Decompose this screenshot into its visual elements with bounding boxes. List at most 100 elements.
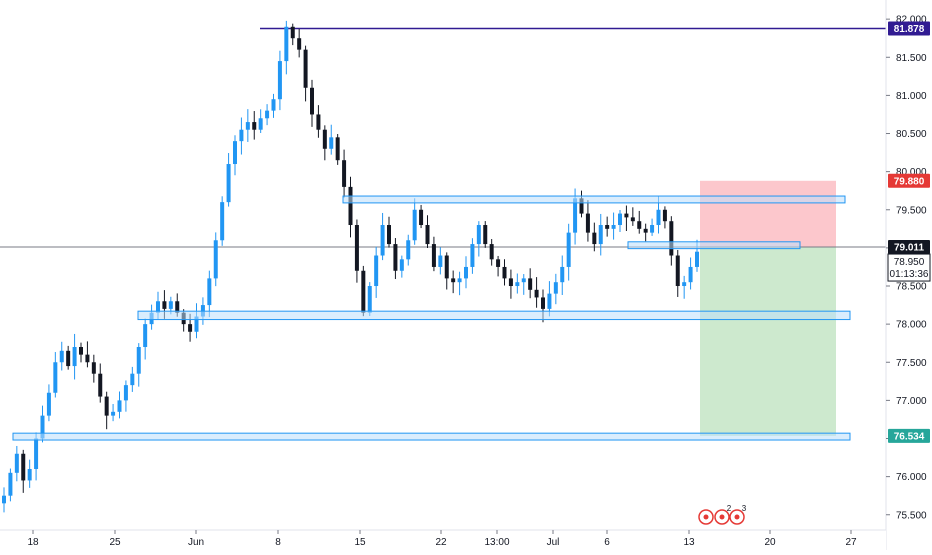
event-badge[interactable] <box>714 509 730 525</box>
candle-body <box>605 225 610 229</box>
candle-body <box>630 217 635 222</box>
candle-body <box>21 453 26 481</box>
candle <box>399 255 404 278</box>
candle-body <box>14 453 19 473</box>
x-tick-label: 25 <box>109 537 121 548</box>
event-badge-dot <box>719 514 725 520</box>
candle-body <box>547 293 552 309</box>
candle-body <box>348 186 353 226</box>
candle <box>412 198 417 245</box>
candle-body <box>624 213 629 218</box>
zone-lower[interactable] <box>12 432 851 441</box>
candle-body <box>290 26 295 39</box>
candle <box>374 246 379 298</box>
candle-body <box>40 415 45 439</box>
candle <box>464 256 468 289</box>
x-tick-label: 22 <box>435 537 447 548</box>
candle-body <box>111 411 116 416</box>
candle <box>534 277 539 308</box>
candle-body <box>457 278 462 283</box>
candle <box>444 252 449 290</box>
candle-body <box>66 350 71 367</box>
candle <box>553 273 558 305</box>
candle-body <box>2 495 6 504</box>
candle-body <box>220 202 225 241</box>
candles <box>2 20 699 513</box>
candle-body <box>297 38 302 50</box>
zone-upper[interactable] <box>342 195 846 204</box>
candle-body <box>650 225 655 233</box>
candle-body <box>688 266 693 283</box>
x-tick-label: 13 <box>683 537 695 548</box>
candle <box>297 28 302 58</box>
candle <box>675 249 680 297</box>
candle <box>66 345 71 370</box>
candle-body <box>258 118 263 130</box>
candle <box>470 238 475 274</box>
candle <box>130 366 135 392</box>
candle-body <box>91 362 96 374</box>
candle <box>98 363 103 403</box>
resistance-price-label-bg <box>888 21 930 36</box>
candle <box>233 135 237 176</box>
candle-body <box>579 198 584 214</box>
candle <box>630 207 635 226</box>
time-axis[interactable] <box>0 530 886 550</box>
current-price-label: 78.950 <box>894 257 925 268</box>
y-tick-label: 80.500 <box>896 129 927 140</box>
candle-body <box>470 244 475 267</box>
y-tick-label: 78.000 <box>896 320 927 331</box>
candle-body <box>592 232 597 245</box>
candle-body <box>656 209 661 226</box>
candle-body <box>444 255 449 279</box>
candle <box>457 271 462 296</box>
candle-body <box>143 324 148 348</box>
event-badge[interactable] <box>729 509 745 525</box>
candle <box>322 125 327 161</box>
zone-entry[interactable] <box>627 241 801 250</box>
y-tick-label: 79.500 <box>896 205 927 216</box>
x-tick-label: 13:00 <box>484 537 509 548</box>
event-badge[interactable] <box>698 509 714 525</box>
candle <box>117 391 122 419</box>
candle-body <box>329 137 334 149</box>
candle-body <box>399 259 404 271</box>
candle <box>342 149 347 198</box>
zone-middle[interactable] <box>137 310 851 321</box>
candle <box>271 93 276 118</box>
last-price-label: 79.011 <box>894 243 924 254</box>
candle-body <box>213 240 218 279</box>
candle-body <box>393 244 398 271</box>
candle <box>451 270 456 294</box>
candle-body <box>59 350 64 363</box>
candle-body <box>585 213 590 233</box>
candle <box>605 216 610 237</box>
candle-body <box>695 251 699 267</box>
stop-loss-zone[interactable] <box>700 180 836 248</box>
candle <box>220 196 225 246</box>
candle <box>226 153 231 207</box>
y-tick-label: 81.500 <box>896 53 927 64</box>
candle-body <box>682 282 687 287</box>
x-tick-label: 6 <box>604 537 610 548</box>
candle-body <box>162 301 167 309</box>
take-profit-zone[interactable] <box>700 247 836 436</box>
candle-body <box>53 362 58 393</box>
candle <box>8 468 13 502</box>
candle <box>438 247 443 275</box>
candle <box>592 222 597 252</box>
candle <box>136 343 141 387</box>
candle-body <box>662 209 667 222</box>
candle <box>688 257 693 290</box>
candle-body <box>598 225 603 245</box>
candle <box>316 105 321 138</box>
candle-body <box>528 278 533 290</box>
candle-body <box>34 438 39 470</box>
candle <box>560 255 565 296</box>
candle-body <box>8 472 13 496</box>
candle-body <box>566 232 571 267</box>
candle <box>265 104 270 126</box>
candle <box>579 190 584 218</box>
